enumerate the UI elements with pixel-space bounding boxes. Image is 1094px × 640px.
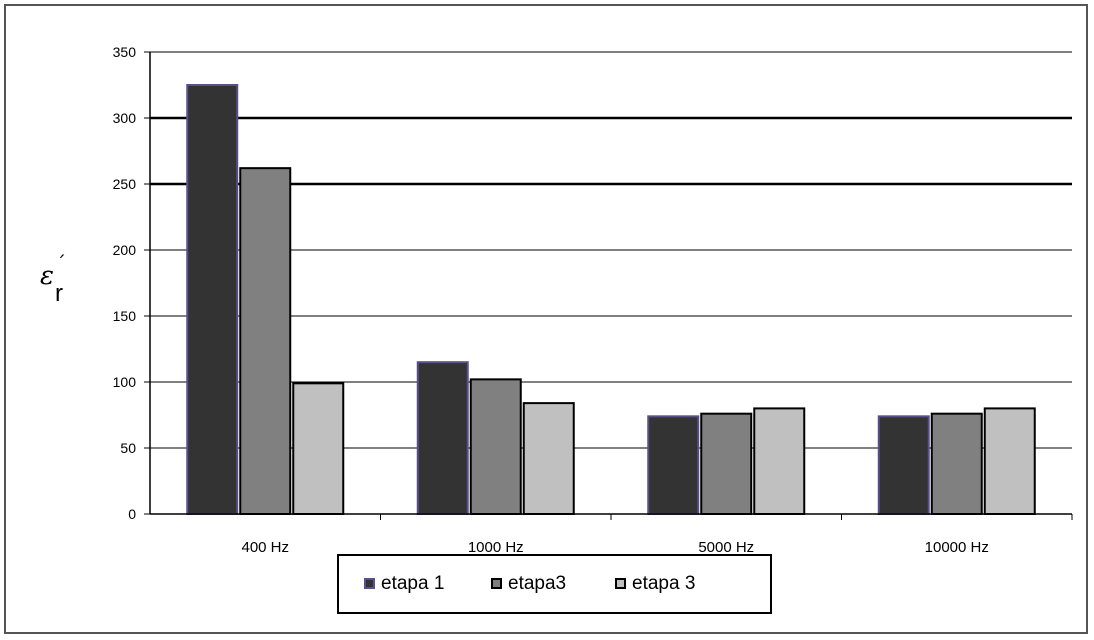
bar-etapa-3-10000-Hz xyxy=(983,407,1036,515)
y-tick-label-250: 250 xyxy=(113,176,137,192)
legend-label-etapa3: etapa3 xyxy=(508,573,566,594)
y-tick-label-0: 0 xyxy=(128,506,136,522)
y-tick-label-300: 300 xyxy=(113,110,137,126)
y-tick-label-50: 50 xyxy=(120,440,136,456)
bar-etapa-1-10000-Hz xyxy=(877,415,930,516)
legend-label-etapa-3: etapa 3 xyxy=(632,573,695,594)
x-category-labels: 400 Hz 1000 Hz 5000 Hz 10000 Hz xyxy=(241,539,988,556)
y-axis-label-main: ε xyxy=(40,261,54,291)
y-tick-label-350: 350 xyxy=(113,44,137,60)
legend-swatch-etapa3 xyxy=(491,578,502,589)
x-category-label-1: 1000 Hz xyxy=(468,539,524,556)
bar-etapa-3-5000-Hz xyxy=(753,407,806,515)
bar-etapa3-1000-Hz xyxy=(469,378,522,515)
legend-swatch-etapa-3 xyxy=(615,578,626,589)
bar-etapa-3-400-Hz xyxy=(292,382,345,515)
legend-swatch-etapa-1 xyxy=(364,578,375,589)
bar-etapa-1-1000-Hz xyxy=(416,361,469,516)
bar-etapa-3-1000-Hz xyxy=(522,402,575,515)
axes-group xyxy=(144,51,1073,520)
bar-etapa-1-400-Hz xyxy=(186,84,239,515)
y-axis-label-mark: ´ xyxy=(56,251,66,275)
x-category-label-2: 5000 Hz xyxy=(698,539,754,556)
bar-etapa3-5000-Hz xyxy=(700,412,753,515)
legend-label-etapa-1: etapa 1 xyxy=(381,573,444,594)
chart-frame xyxy=(4,4,1088,634)
legend: etapa 1 etapa3 etapa 3 xyxy=(337,554,772,614)
y-tick-label-200: 200 xyxy=(113,242,137,258)
x-category-label-0: 400 Hz xyxy=(241,539,289,556)
bar-etapa3-400-Hz xyxy=(239,167,292,515)
x-category-label-3: 10000 Hz xyxy=(925,539,989,556)
bars-group xyxy=(186,84,1036,516)
y-axis-label-subscript: r xyxy=(55,280,63,307)
legend-box xyxy=(337,554,772,614)
y-axis-label: ε ´ r xyxy=(40,251,66,307)
y-tick-label-150: 150 xyxy=(113,308,137,324)
bar-etapa-1-5000-Hz xyxy=(647,415,700,516)
bar-etapa3-10000-Hz xyxy=(930,412,983,515)
y-tick-labels: 0 50 100 150 200 250 300 350 xyxy=(113,44,137,522)
y-tick-label-100: 100 xyxy=(113,374,137,390)
